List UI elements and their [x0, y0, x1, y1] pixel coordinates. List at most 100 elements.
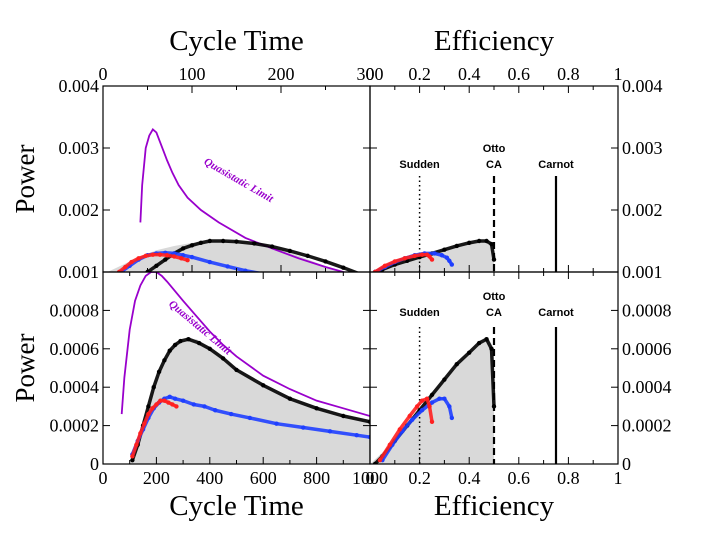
quasistatic-limit-curve: [120, 272, 370, 417]
data-point: [243, 268, 248, 272]
data-point: [228, 411, 234, 417]
data-point: [146, 404, 151, 409]
series-line-black: [130, 337, 370, 462]
x-tick-label: 0.4: [458, 64, 481, 84]
data-point: [261, 383, 266, 388]
panel-top-left: 0 100 200 300 0.001 0.002 0.003 0.004 Cycle Time…: [10, 25, 384, 284]
data-point: [279, 274, 283, 278]
data-point: [154, 263, 159, 268]
data-point: [156, 369, 162, 375]
quasistatic-limit-label: Quasistatic Limit: [202, 156, 276, 206]
x-tick-label: 200: [143, 468, 170, 488]
data-point: [427, 404, 432, 409]
data-point: [429, 419, 435, 424]
data-point: [444, 255, 450, 260]
x-tick-label: 0: [99, 64, 108, 84]
data-point: [185, 258, 190, 263]
x-tick-label: 1: [614, 64, 623, 84]
x-tick-label: 1000: [352, 468, 388, 488]
y-tick-label: 0.0006: [50, 339, 100, 359]
y-tick-label: 0.004: [59, 76, 100, 96]
data-point: [439, 253, 445, 258]
data-point: [341, 413, 346, 419]
data-point: [191, 402, 196, 407]
series-red: [377, 396, 435, 463]
data-point: [150, 252, 156, 257]
data-point: [429, 392, 435, 398]
data-point: [163, 257, 168, 262]
data-point: [392, 259, 397, 264]
data-point: [382, 263, 388, 268]
data-point: [402, 256, 407, 261]
x-tick-label: 1: [614, 468, 623, 488]
data-point: [162, 398, 167, 403]
series-line-blue: [380, 396, 454, 462]
y-tick-label: 0.0004: [50, 377, 100, 397]
panel-bottom-right: 0 0.2 0.4 0.6 0.8 100.00020.00040.00060.0008E…: [366, 271, 672, 522]
data-point: [172, 254, 177, 259]
data-point: [332, 280, 336, 284]
x-tick-label: 100: [179, 64, 206, 84]
data-point: [377, 457, 383, 463]
data-point: [314, 406, 319, 411]
data-point: [476, 340, 482, 346]
plot-area: [370, 327, 558, 464]
x-tick-label: 600: [250, 468, 277, 488]
data-point: [427, 254, 432, 259]
data-point: [154, 402, 159, 407]
data-point: [429, 400, 435, 405]
data-point: [186, 337, 191, 342]
data-point: [196, 340, 202, 346]
data-point: [151, 385, 156, 390]
panel-bottom-left: 0 200 400 600 800 100000.00020.00040.00060.00…: [10, 271, 388, 522]
x-tick-label: 0.2: [408, 64, 431, 84]
axis-title-top: Cycle Time: [169, 25, 304, 57]
data-point: [134, 442, 139, 447]
x-tick-label: 300: [357, 64, 384, 84]
y-tick-label: 0.002: [622, 200, 663, 220]
data-point: [467, 240, 472, 246]
annotation-label: Carnot: [538, 159, 574, 171]
x-tick-label: 0: [366, 64, 375, 84]
data-point: [442, 377, 447, 382]
y-tick-label: 0.002: [59, 200, 100, 220]
axis-label-x: Cycle Time: [169, 490, 304, 522]
data-point: [180, 246, 186, 251]
data-point: [314, 278, 318, 282]
data-point: [442, 396, 447, 401]
data-point: [491, 404, 497, 409]
data-point: [172, 342, 178, 348]
x-tick-label: 0.2: [408, 468, 431, 488]
annotation-label: Carnot: [538, 307, 574, 319]
data-point: [287, 396, 293, 401]
data-point: [234, 367, 239, 373]
data-point: [419, 252, 425, 257]
plot-area: [120, 272, 370, 464]
data-point: [142, 421, 147, 426]
annotation-label: Otto: [483, 291, 506, 303]
data-point: [437, 396, 442, 401]
y-tick-label: 0.004: [622, 76, 663, 96]
data-point: [179, 256, 184, 261]
data-point: [207, 346, 212, 351]
data-point: [202, 404, 207, 409]
data-point: [449, 262, 455, 267]
data-point: [489, 241, 494, 247]
data-point: [489, 346, 494, 351]
data-point: [220, 356, 226, 361]
data-point: [138, 431, 143, 436]
axis-label-x: Efficiency: [434, 490, 555, 522]
data-point: [419, 398, 425, 403]
x-tick-label: 0.6: [508, 64, 531, 84]
data-point: [164, 253, 170, 258]
axis-label-y: Power: [10, 145, 40, 214]
data-point: [207, 259, 212, 265]
y-tick-label: 0.003: [59, 138, 100, 158]
data-point: [407, 413, 412, 419]
annotation-label: CA: [486, 307, 502, 319]
data-point: [484, 238, 489, 244]
data-point: [359, 272, 363, 276]
data-point: [157, 252, 163, 257]
data-point: [158, 398, 163, 403]
